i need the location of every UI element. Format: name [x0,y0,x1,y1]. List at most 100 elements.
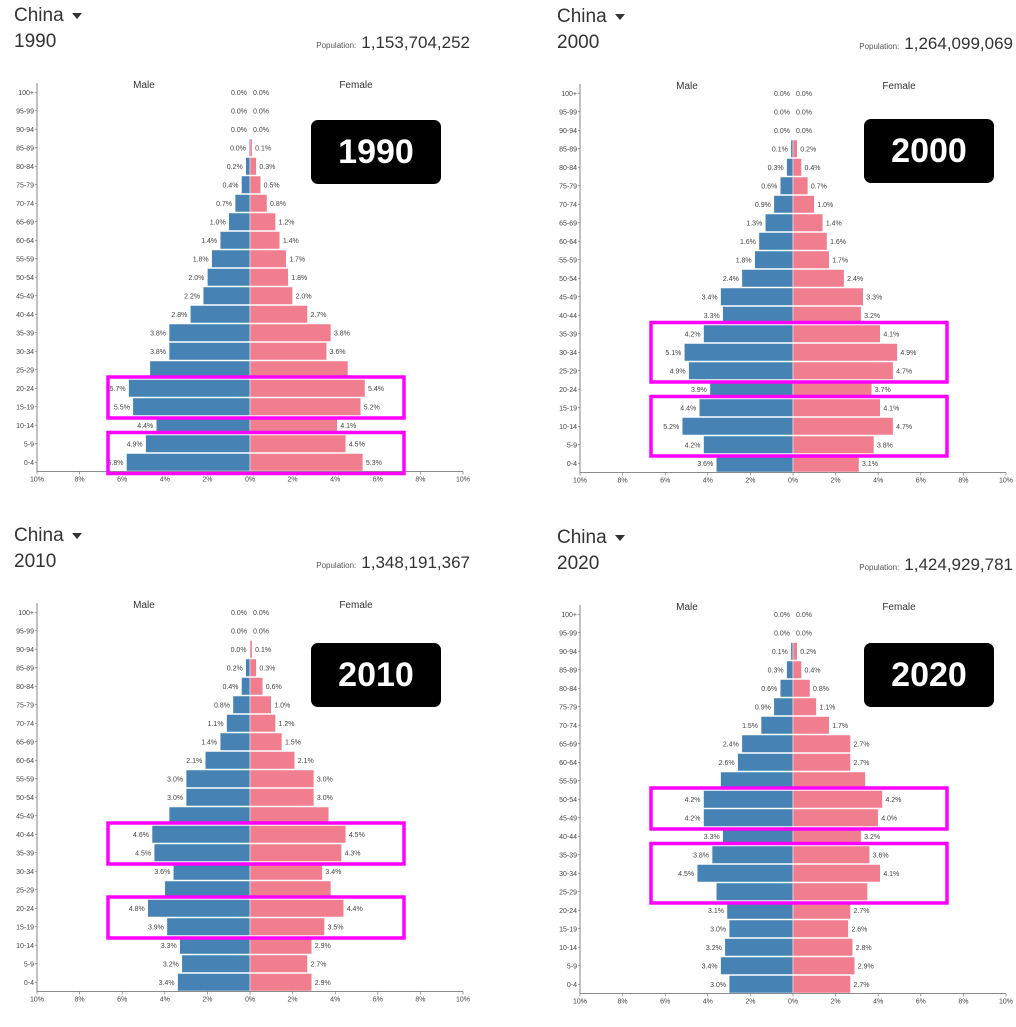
male-value-label: 5.8% [107,460,123,467]
male-bar [233,696,250,714]
male-bar [133,398,250,416]
male-bar [212,250,250,268]
male-value-label: 3.0% [710,982,726,989]
male-bar [205,752,250,770]
female-value-label: 3.6% [330,349,346,356]
female-bar [793,325,880,343]
female-bar [250,250,286,268]
male-bar [182,955,250,973]
age-group-label: 0-4 [24,980,34,987]
female-value-label: 5.4% [368,386,384,393]
male-value-label: 3.4% [702,963,718,970]
age-group-label: 90-94 [16,127,34,134]
age-group-label: 100+ [561,91,577,98]
x-tick-label: 0% [245,477,255,484]
female-bar [793,399,880,417]
year-badge: 2010 [311,643,441,707]
female-value-label: 1.7% [832,723,848,730]
male-bar [704,809,793,827]
female-bar [793,214,823,232]
female-value-label: 2.7% [854,741,870,748]
male-value-label: 3.4% [702,294,718,301]
female-bar [250,955,308,973]
female-value-label: 2.7% [854,908,870,915]
female-value-label: 0.3% [259,164,275,171]
female-value-label: 1.4% [283,238,299,245]
male-bar [704,791,793,809]
female-value-label: 4.1% [883,871,899,878]
male-bar [787,159,793,177]
female-value-label: 0.4% [805,667,821,674]
age-group-label: 80-84 [16,684,34,691]
age-group-label: 70-74 [559,202,577,209]
male-value-label: 3.2% [706,945,722,952]
female-header: Female [882,602,916,613]
age-group-label: 5-9 [567,442,577,449]
male-value-label: 2.2% [184,293,200,300]
age-group-label: 25-29 [559,889,577,896]
x-tick-label: 2% [745,999,755,1006]
female-value-label: 3.0% [317,795,333,802]
x-tick-label: 2% [202,997,212,1004]
female-value-label: 0.0% [253,127,269,134]
x-tick-label: 4% [873,478,883,485]
male-value-label: 3.8% [150,330,166,337]
age-group-label: 75-79 [559,704,577,711]
male-bar [146,435,250,453]
age-group-label: 90-94 [559,649,577,656]
female-bar [250,752,295,770]
x-tick-label: 8% [618,478,628,485]
age-group-label: 20-24 [16,386,34,393]
age-group-label: 20-24 [559,908,577,915]
female-value-label: 4.9% [900,350,916,357]
age-group-label: 20-24 [16,906,34,913]
age-group-label: 50-54 [16,275,34,282]
female-bar [250,213,276,231]
male-bar [203,287,250,305]
male-bar [697,865,793,883]
male-value-label: 3.9% [148,924,164,931]
age-group-label: 90-94 [559,128,577,135]
male-bar [154,844,250,862]
age-group-label: 60-64 [16,758,34,765]
age-group-label: 75-79 [16,182,34,189]
female-value-label: 2.1% [298,758,314,765]
female-bar [793,362,893,380]
female-bar [793,865,880,883]
male-value-label: 0.0% [774,612,790,619]
male-value-label: 3.8% [150,349,166,356]
age-group-label: 10-14 [16,423,34,430]
x-tick-label: 6% [117,997,127,1004]
age-group-label: 25-29 [16,367,34,374]
female-bar [250,306,308,324]
age-group-label: 80-84 [16,164,34,171]
female-bar [250,696,271,714]
female-value-label: 1.0% [274,702,290,709]
age-group-label: 15-19 [16,924,34,931]
male-value-label: 3.4% [159,980,175,987]
age-group-label: 85-89 [559,146,577,153]
female-value-label: 1.4% [826,220,842,227]
female-value-label: 0.0% [796,109,812,116]
female-value-label: 1.1% [819,704,835,711]
age-group-label: 60-64 [559,239,577,246]
female-bar [250,232,280,250]
age-group-label: 70-74 [16,721,34,728]
age-group-label: 70-74 [559,723,577,730]
male-bar [148,900,250,918]
female-value-label: 0.0% [253,108,269,115]
x-tick-label: 4% [160,477,170,484]
age-group-label: 65-69 [16,739,34,746]
age-group-label: 5-9 [567,963,577,970]
pyramid-panel-2000: China 2000 Population: 1,264,099,069 Mal… [555,6,1016,506]
female-bar [793,288,863,306]
female-bar [250,918,325,936]
male-bar [167,918,250,936]
male-bar [186,789,250,807]
male-bar [721,957,793,975]
male-value-label: 0.4% [223,684,239,691]
female-bar [250,789,314,807]
age-group-label: 85-89 [559,667,577,674]
